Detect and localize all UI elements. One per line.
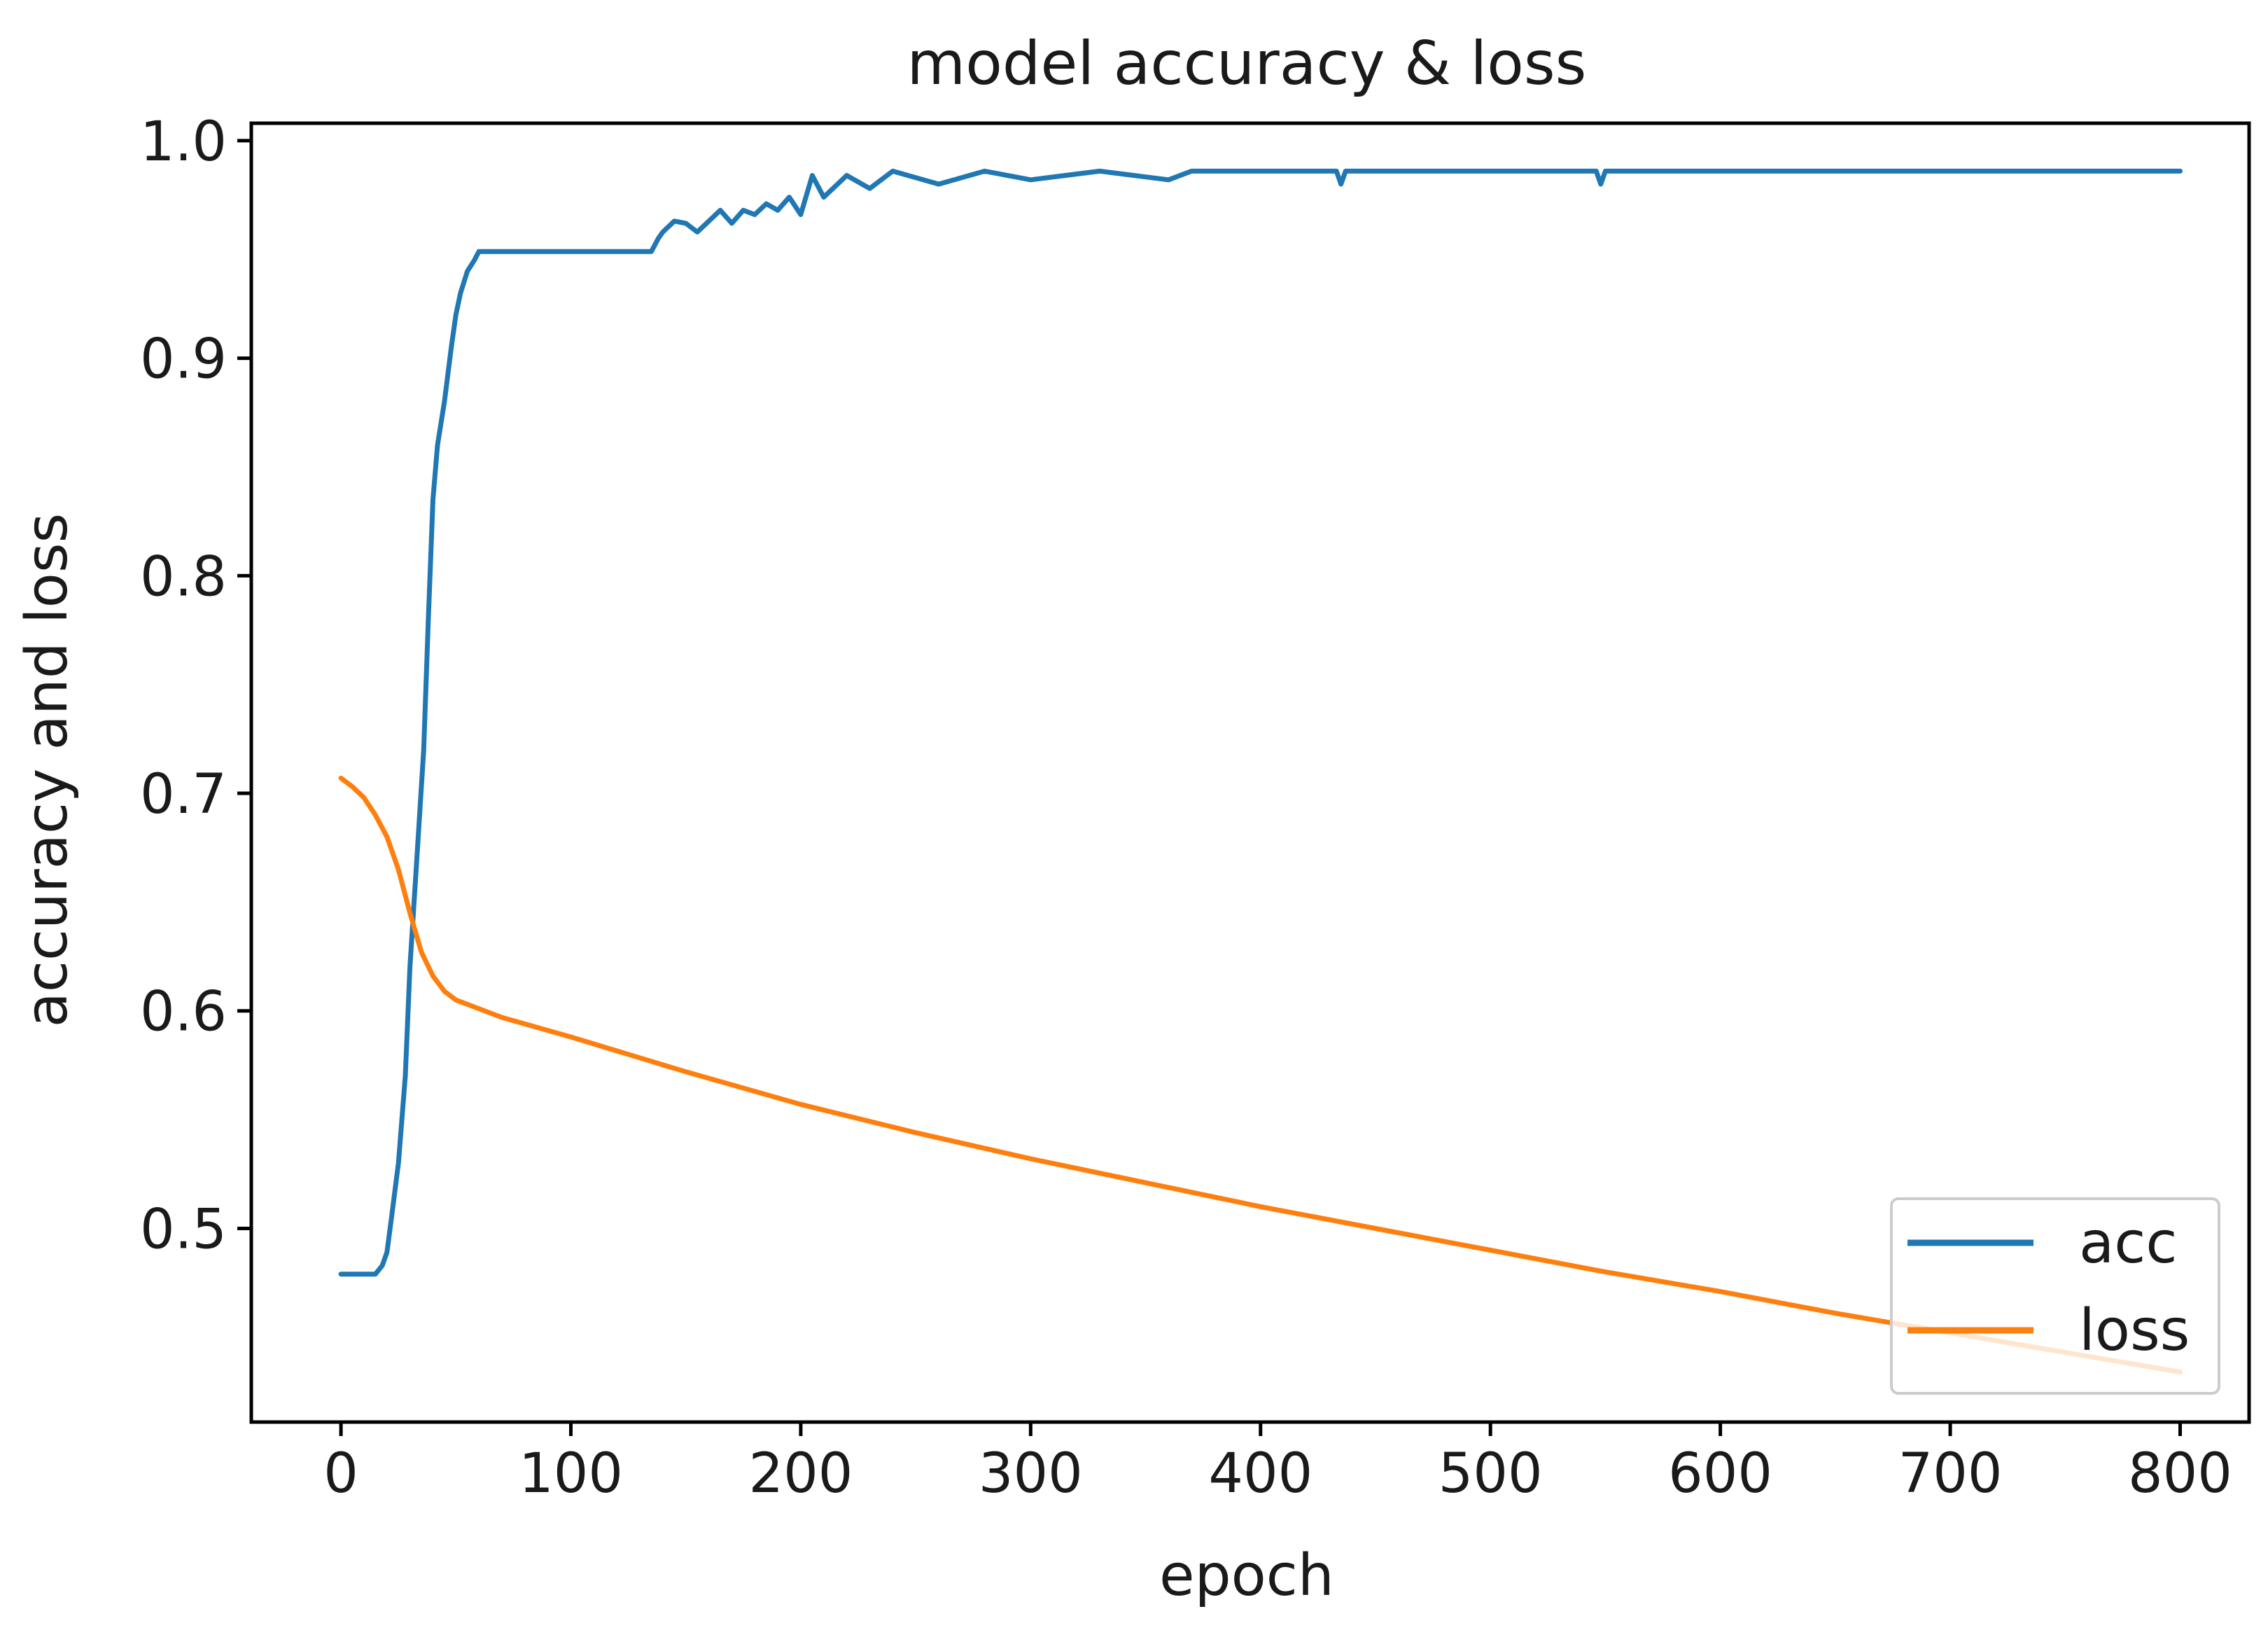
x-tick-label: 500	[1438, 1442, 1543, 1505]
x-tick-label: 100	[519, 1442, 623, 1505]
y-tick-label: 0.6	[140, 981, 227, 1044]
x-tick-label: 200	[748, 1442, 853, 1505]
x-tick-label: 0	[323, 1442, 358, 1505]
y-tick-label: 0.9	[140, 328, 227, 391]
x-tick-label: 600	[1668, 1442, 1772, 1505]
x-axis-label: epoch	[1159, 1542, 1334, 1609]
chart-title: model accuracy & loss	[907, 29, 1587, 99]
legend-label-loss: loss	[2079, 1297, 2190, 1364]
y-axis-label: accuracy and loss	[14, 513, 80, 1028]
legend-box	[1890, 1197, 2220, 1395]
plot-frame	[249, 121, 2251, 1424]
x-tick-label: 300	[979, 1442, 1083, 1505]
series-line-loss	[338, 775, 2183, 1374]
legend: acc loss	[1890, 1197, 2220, 1395]
x-axis: 0 100 200 300 400 500 600 700 800	[323, 1422, 2232, 1505]
x-tick-label: 800	[2128, 1442, 2232, 1505]
series-line-acc	[338, 168, 2183, 1277]
x-tick-label: 700	[1898, 1442, 2003, 1505]
y-tick-label: 1.0	[140, 111, 227, 174]
plot-lines	[338, 168, 2183, 1374]
x-tick-label: 400	[1208, 1442, 1312, 1505]
y-tick-label: 0.7	[140, 763, 227, 826]
y-tick-label: 0.8	[140, 545, 227, 608]
y-axis: 0.5 0.6 0.7 0.8 0.9 1.0	[140, 111, 251, 1261]
legend-label-acc: acc	[2079, 1210, 2177, 1276]
y-tick-label: 0.5	[140, 1198, 227, 1261]
